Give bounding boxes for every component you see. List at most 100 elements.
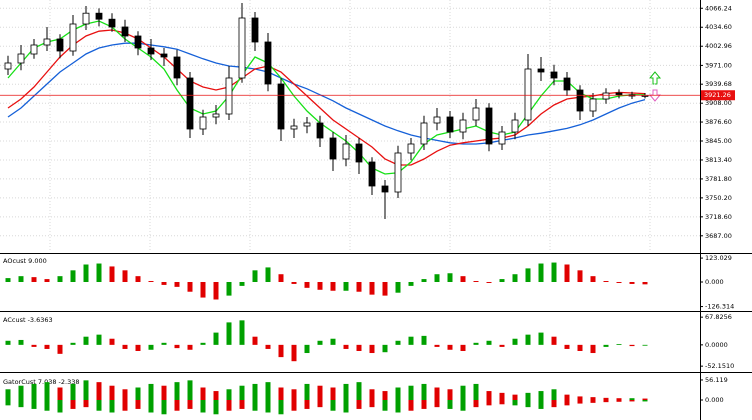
- candle-body: [264, 41, 272, 85]
- gator-bar: [460, 385, 466, 400]
- gator-bar: [174, 400, 180, 411]
- gator-bar: [564, 400, 570, 406]
- histogram-bar: [408, 336, 414, 345]
- ma-line: [7, 29, 646, 166]
- candle-body: [30, 44, 38, 55]
- histogram-bar: [278, 344, 284, 358]
- histogram-bar: [96, 263, 102, 282]
- histogram-bar: [343, 282, 349, 291]
- candle-body: [407, 143, 415, 154]
- gator-bar: [395, 400, 401, 413]
- gator-bar: [213, 391, 219, 400]
- histogram-bar: [395, 340, 401, 345]
- candle-body: [69, 23, 77, 52]
- gator-bar: [590, 397, 596, 400]
- gator-bar: [70, 383, 76, 400]
- y-tick-label: 3781.80: [705, 175, 732, 183]
- histogram-bar: [395, 282, 401, 293]
- gator-bar: [239, 385, 245, 400]
- y-tick-label: 0.0000: [705, 341, 728, 349]
- gator-bar: [343, 383, 349, 400]
- histogram-bar: [512, 274, 518, 282]
- gator-bar: [395, 387, 401, 400]
- gator-bar: [5, 400, 11, 406]
- gator-bar: [642, 398, 648, 400]
- candle-body: [290, 125, 298, 130]
- histogram-bar: [5, 340, 11, 345]
- candle-body: [342, 143, 350, 160]
- histogram-bar: [278, 274, 284, 282]
- candle-body: [134, 35, 142, 49]
- gator-bar: [44, 382, 50, 400]
- histogram-bar: [122, 270, 128, 282]
- gator-bar: [642, 400, 648, 402]
- candle-body: [329, 137, 337, 160]
- gator-bar: [304, 400, 310, 409]
- gator-bar: [70, 400, 76, 409]
- histogram-bar: [590, 276, 596, 282]
- gator-bar: [369, 389, 375, 400]
- candle-body: [225, 77, 233, 115]
- histogram-bar: [577, 270, 583, 282]
- histogram-bar: [70, 270, 76, 282]
- y-tick-label: 3876.60: [705, 118, 732, 126]
- histogram-bar: [252, 270, 258, 282]
- candle-body: [589, 98, 597, 112]
- gator-bar: [577, 400, 583, 404]
- gator-bar: [187, 380, 193, 400]
- gator-bar: [96, 400, 102, 411]
- gator-bar: [473, 383, 479, 400]
- y-tick-label: 3813.40: [705, 156, 732, 164]
- histogram-bar: [83, 264, 89, 282]
- gator-bar: [382, 400, 388, 411]
- last-price-label: 3921.26: [704, 91, 731, 99]
- histogram-bar: [44, 279, 50, 282]
- histogram-bar: [486, 282, 492, 283]
- histogram-bar: [356, 344, 362, 351]
- gator-bar: [291, 400, 297, 411]
- panel-title: ACcust -3.6363: [3, 316, 53, 324]
- gator-bar: [31, 383, 37, 400]
- y-tick-label: 67.8256: [705, 313, 732, 321]
- candle-body: [82, 12, 90, 25]
- histogram-bar: [616, 282, 622, 283]
- gator-bar: [83, 380, 89, 400]
- candle-body: [186, 77, 194, 130]
- candle-body: [524, 68, 532, 121]
- candle-body: [563, 77, 571, 91]
- candle-body: [459, 119, 467, 133]
- histogram-bar: [44, 344, 50, 349]
- histogram-bar: [161, 282, 167, 285]
- histogram-bar: [109, 266, 115, 282]
- histogram-bar: [642, 282, 648, 285]
- histogram-bar: [226, 322, 232, 345]
- histogram-bar: [421, 335, 427, 345]
- gator-bar: [616, 400, 622, 402]
- y-tick-label: 4066.24: [705, 4, 732, 12]
- gator-bar: [109, 400, 115, 413]
- gator-bar: [590, 400, 596, 403]
- histogram-bar: [213, 282, 219, 300]
- candle-body: [277, 83, 285, 130]
- histogram-bar: [434, 344, 440, 347]
- histogram-bar: [187, 282, 193, 292]
- gator-bar: [304, 383, 310, 400]
- histogram-bar: [356, 282, 362, 292]
- histogram-bar: [57, 344, 63, 354]
- histogram-bar: [629, 344, 635, 347]
- histogram-bar: [239, 282, 245, 286]
- panel-title: GatorCust 7.038 -2.338: [3, 378, 80, 386]
- candle-body: [303, 122, 311, 127]
- histogram-bar: [564, 264, 570, 282]
- candle-body: [173, 56, 181, 79]
- candle-body: [108, 18, 116, 28]
- gator-bar: [161, 385, 167, 400]
- candle-body: [238, 17, 246, 79]
- candle-body: [602, 92, 610, 100]
- gator-bar: [421, 400, 427, 409]
- histogram-bar: [369, 344, 375, 354]
- gator-bar: [551, 389, 557, 400]
- gator-bar: [83, 400, 89, 408]
- histogram-bar: [330, 338, 336, 345]
